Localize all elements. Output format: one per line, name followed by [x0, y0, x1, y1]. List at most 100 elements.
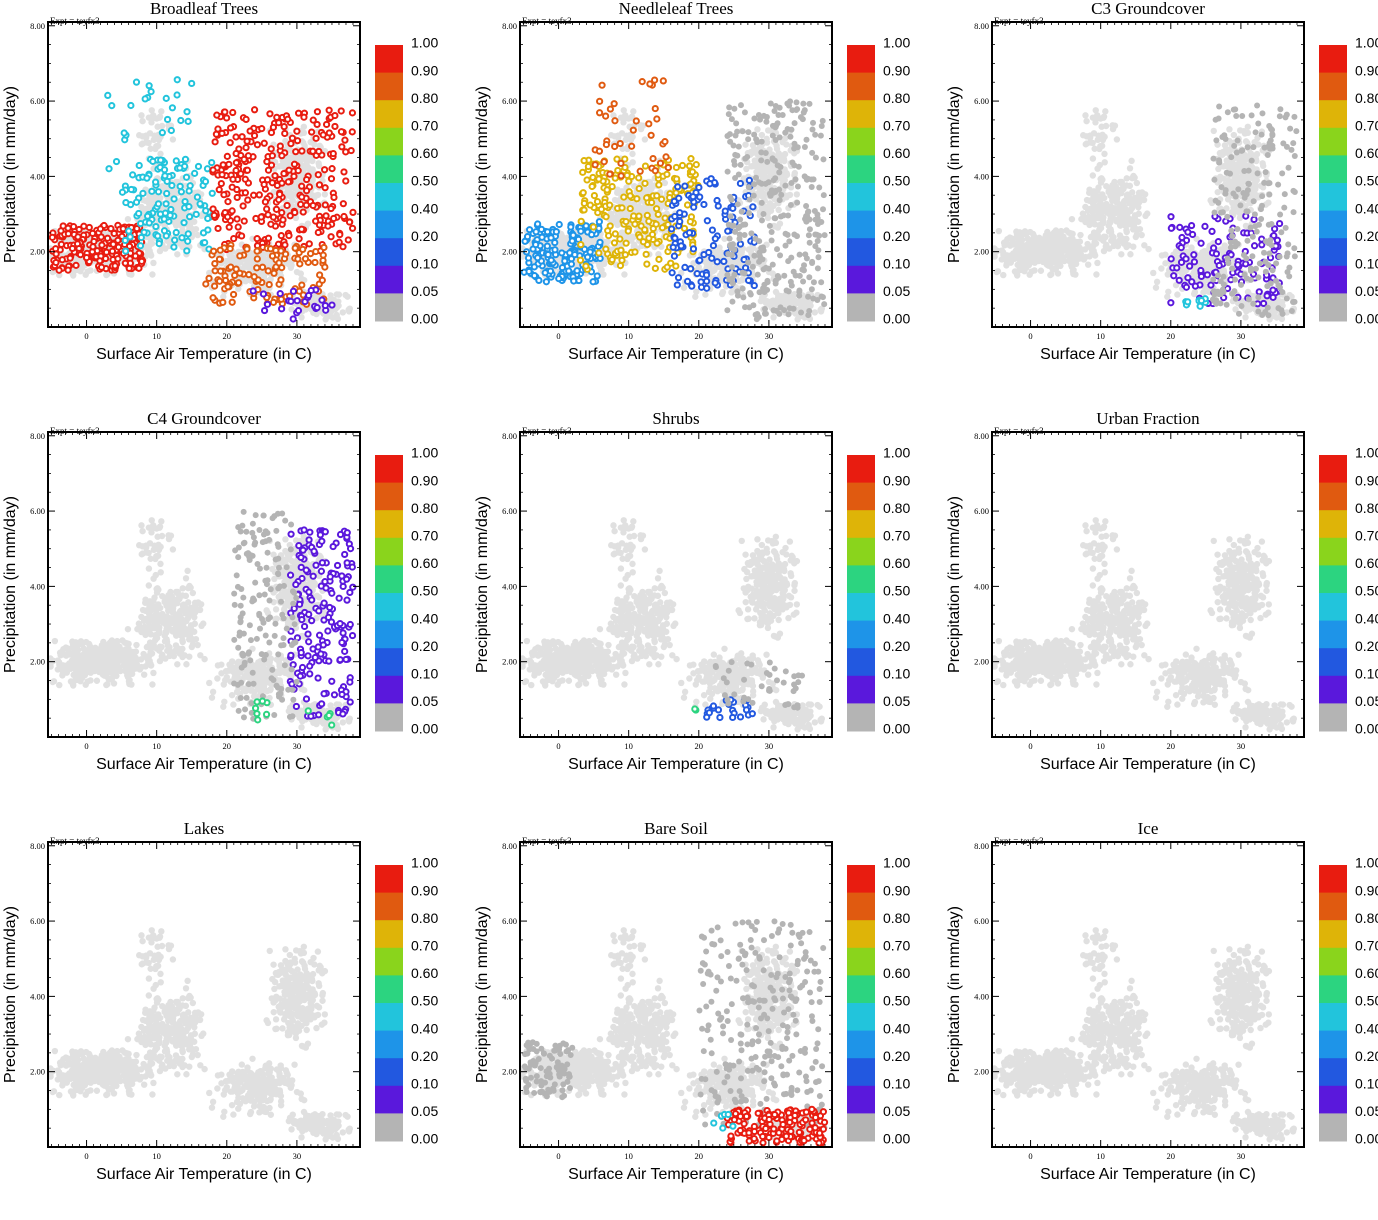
- data-point: [795, 183, 801, 189]
- data-point: [145, 214, 150, 219]
- data-point: [734, 153, 740, 159]
- background-point: [334, 291, 340, 297]
- data-point: [581, 158, 586, 163]
- x-tick-label: 30: [293, 331, 302, 341]
- background-point: [344, 293, 350, 299]
- data-point: [221, 192, 226, 197]
- data-point: [713, 236, 718, 241]
- data-point: [184, 175, 189, 180]
- data-point: [212, 213, 217, 218]
- colorbar-label: 0.60: [411, 145, 438, 161]
- data-point: [270, 153, 275, 158]
- data-point: [252, 133, 257, 138]
- data-point: [296, 308, 301, 313]
- data-point: [724, 272, 730, 278]
- data-point: [735, 201, 741, 207]
- background-point: [626, 135, 632, 141]
- data-point: [755, 272, 761, 278]
- data-point: [815, 254, 821, 260]
- data-point: [274, 207, 279, 212]
- data-point: [255, 236, 260, 241]
- background-point: [298, 270, 304, 276]
- data-point: [666, 165, 671, 170]
- data-point: [147, 83, 152, 88]
- data-point: [262, 308, 267, 313]
- data-point: [343, 178, 348, 183]
- data-point: [584, 223, 589, 228]
- data-point: [171, 244, 176, 249]
- data-point: [317, 272, 322, 277]
- background-point: [792, 298, 798, 304]
- x-tick-label: 20: [695, 331, 704, 341]
- colorbar-label: 0.05: [883, 283, 910, 299]
- data-point: [772, 189, 778, 195]
- background-point: [750, 150, 756, 156]
- data-point: [282, 242, 287, 247]
- data-point: [745, 259, 751, 265]
- data-point: [243, 145, 248, 150]
- data-point: [144, 176, 149, 181]
- data-point: [745, 129, 751, 135]
- data-point: [279, 210, 284, 215]
- data-point: [327, 130, 332, 135]
- data-point: [628, 193, 633, 198]
- data-point: [186, 231, 191, 236]
- data-point: [818, 279, 824, 285]
- data-point: [286, 179, 291, 184]
- data-point: [325, 224, 330, 229]
- data-point: [776, 275, 782, 281]
- data-point: [612, 144, 617, 149]
- data-point: [621, 194, 626, 199]
- data-point: [241, 157, 246, 162]
- data-point: [578, 258, 583, 263]
- background-point: [147, 239, 153, 245]
- background-point: [1055, 270, 1061, 276]
- data-point: [793, 99, 799, 105]
- data-point: [59, 242, 64, 247]
- background-point: [754, 126, 760, 132]
- data-point: [68, 256, 73, 261]
- x-tick-label: 0: [556, 331, 560, 341]
- data-point: [618, 263, 623, 268]
- data-point: [642, 181, 647, 186]
- data-point: [271, 300, 276, 305]
- data-point: [814, 297, 820, 303]
- data-point: [174, 230, 179, 235]
- background-point: [136, 132, 142, 138]
- data-point: [219, 181, 224, 186]
- data-point: [214, 132, 219, 137]
- data-point: [730, 206, 735, 211]
- data-point: [752, 283, 757, 288]
- data-point: [781, 307, 787, 313]
- data-point: [677, 210, 682, 215]
- data-point: [114, 159, 119, 164]
- data-point: [607, 203, 612, 208]
- data-point: [772, 108, 778, 114]
- data-point: [697, 194, 702, 199]
- data-point: [225, 199, 230, 204]
- data-point: [328, 206, 333, 211]
- data-point: [578, 229, 583, 234]
- data-point: [277, 192, 282, 197]
- data-point: [672, 253, 677, 258]
- data-point: [646, 219, 651, 224]
- data-point: [66, 231, 71, 236]
- data-point: [233, 134, 238, 139]
- data-point: [592, 193, 597, 198]
- background-point: [138, 204, 144, 210]
- colorbar-segment: [847, 183, 875, 211]
- data-point: [757, 289, 763, 295]
- data-point: [653, 106, 658, 111]
- data-point: [98, 226, 103, 231]
- data-point: [259, 214, 264, 219]
- background-point: [300, 156, 306, 162]
- data-point: [807, 240, 813, 246]
- data-point: [331, 216, 336, 221]
- data-point: [724, 133, 730, 139]
- data-point: [128, 103, 133, 108]
- data-point: [792, 120, 798, 126]
- data-point: [99, 234, 104, 239]
- data-point: [714, 198, 719, 203]
- data-point: [763, 119, 769, 125]
- background-point: [1009, 253, 1015, 259]
